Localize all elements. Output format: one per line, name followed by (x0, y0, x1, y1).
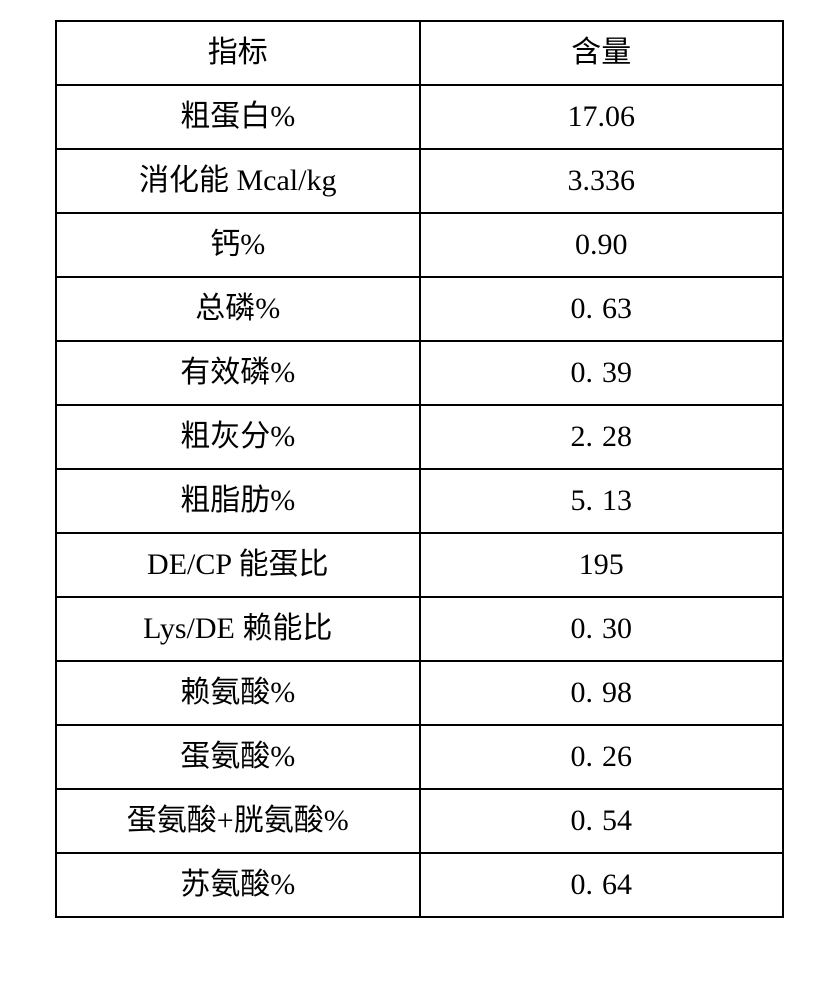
cell-value: 195 (420, 533, 784, 597)
cell-value: 0.90 (420, 213, 784, 277)
cell-value: 0. 26 (420, 725, 784, 789)
table-row: 蛋氨酸+胱氨酸% 0. 54 (56, 789, 783, 853)
cell-label: 粗脂肪% (56, 469, 420, 533)
cell-label: 苏氨酸% (56, 853, 420, 917)
cell-value: 5. 13 (420, 469, 784, 533)
table-row: 蛋氨酸% 0. 26 (56, 725, 783, 789)
cell-label: 有效磷% (56, 341, 420, 405)
page-container: 指标 含量 粗蛋白% 17.06 消化能 Mcal/kg 3.336 钙% 0.… (0, 0, 839, 1000)
table-row: 赖氨酸% 0. 98 (56, 661, 783, 725)
table-row: 有效磷% 0. 39 (56, 341, 783, 405)
cell-label: DE/CP 能蛋比 (56, 533, 420, 597)
table-row: 消化能 Mcal/kg 3.336 (56, 149, 783, 213)
cell-value: 0. 39 (420, 341, 784, 405)
cell-label: 蛋氨酸+胱氨酸% (56, 789, 420, 853)
cell-value: 0. 64 (420, 853, 784, 917)
table-row: 粗蛋白% 17.06 (56, 85, 783, 149)
table-row: 总磷% 0. 63 (56, 277, 783, 341)
cell-label: 粗灰分% (56, 405, 420, 469)
table-row: Lys/DE 赖能比 0. 30 (56, 597, 783, 661)
cell-value: 0. 30 (420, 597, 784, 661)
cell-value: 17.06 (420, 85, 784, 149)
table-row: 苏氨酸% 0. 64 (56, 853, 783, 917)
header-cell-content: 含量 (420, 21, 784, 85)
cell-value: 2. 28 (420, 405, 784, 469)
cell-value: 0. 54 (420, 789, 784, 853)
cell-label: 总磷% (56, 277, 420, 341)
nutrition-table: 指标 含量 粗蛋白% 17.06 消化能 Mcal/kg 3.336 钙% 0.… (55, 20, 784, 918)
cell-label: 钙% (56, 213, 420, 277)
header-cell-indicator: 指标 (56, 21, 420, 85)
table-row: 粗脂肪% 5. 13 (56, 469, 783, 533)
cell-value: 3.336 (420, 149, 784, 213)
table-row: 指标 含量 (56, 21, 783, 85)
table-row: 粗灰分% 2. 28 (56, 405, 783, 469)
cell-label: Lys/DE 赖能比 (56, 597, 420, 661)
cell-label: 蛋氨酸% (56, 725, 420, 789)
cell-value: 0. 63 (420, 277, 784, 341)
cell-label: 消化能 Mcal/kg (56, 149, 420, 213)
cell-label: 粗蛋白% (56, 85, 420, 149)
table-row: DE/CP 能蛋比 195 (56, 533, 783, 597)
cell-label: 赖氨酸% (56, 661, 420, 725)
table-row: 钙% 0.90 (56, 213, 783, 277)
cell-value: 0. 98 (420, 661, 784, 725)
table-body: 指标 含量 粗蛋白% 17.06 消化能 Mcal/kg 3.336 钙% 0.… (56, 21, 783, 917)
